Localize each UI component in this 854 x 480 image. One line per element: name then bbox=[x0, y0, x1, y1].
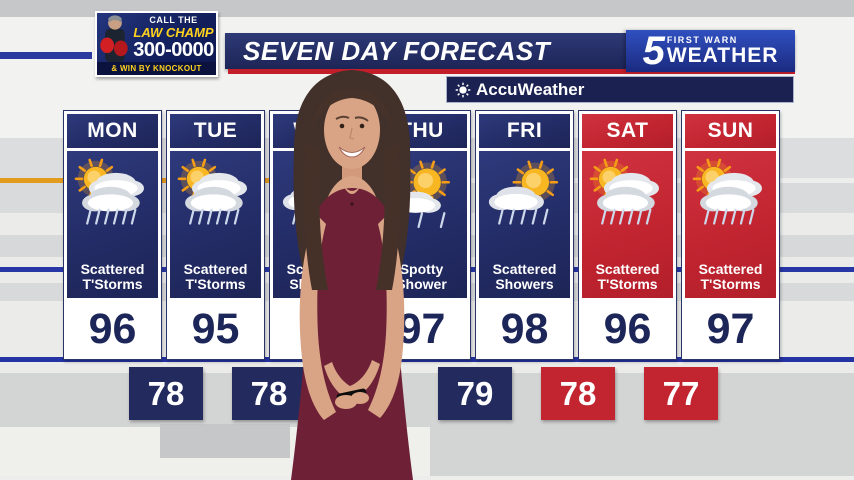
day-card-tue: TUE Scattered T'Storms 95 bbox=[166, 110, 265, 360]
forecast-panel-mon: Scattered T'Storms bbox=[67, 151, 158, 298]
ad-line-call-the: CALL THE bbox=[149, 14, 198, 25]
day-label: SUN bbox=[685, 114, 776, 148]
day-card-mon: MON Scattered T'Storms 96 bbox=[63, 110, 162, 360]
condition-label: Scattered T'Storms bbox=[183, 260, 248, 292]
studio-desk-block bbox=[160, 424, 290, 458]
sun-icon bbox=[455, 82, 471, 97]
condition-label: Scattered Showers bbox=[492, 260, 557, 292]
forecast-panel-sat: Scattered T'Storms bbox=[582, 151, 673, 298]
high-temp: 96 bbox=[88, 305, 137, 353]
boxer-image bbox=[100, 15, 128, 62]
station-first-warn-label: FIRST WARN bbox=[666, 35, 738, 45]
scattered-tstorms-icon bbox=[688, 153, 774, 239]
low-temp: 78 bbox=[541, 367, 615, 420]
day-card-fri: FRI Scattered Showers 98 bbox=[475, 110, 574, 360]
day-card-sat: SAT Scattered T'Storms 96 bbox=[578, 110, 677, 360]
station-number: 5 bbox=[642, 29, 665, 73]
day-card-sun: SUN Scattered T'Storms 97 bbox=[681, 110, 780, 360]
low-temp: 79 bbox=[438, 367, 512, 420]
low-temp: 78 bbox=[232, 367, 306, 420]
high-temp: 98 bbox=[500, 305, 549, 353]
ad-tagline: & WIN BY KNOCKOUT bbox=[97, 62, 216, 75]
condition-label: Scattered T'Storms bbox=[80, 260, 145, 292]
ad-line-law-champ: LAW CHAMP bbox=[133, 24, 214, 40]
low-temp: 77 bbox=[644, 367, 718, 420]
provider-name: AccuWeather bbox=[476, 79, 585, 99]
high-temp: 96 bbox=[603, 305, 652, 353]
high-temp: 97 bbox=[397, 305, 446, 353]
station-weather-label: WEATHER bbox=[666, 44, 779, 67]
weather-presenter bbox=[291, 70, 413, 480]
condition-label: Spotty Shower bbox=[396, 260, 447, 292]
high-temp: 95 bbox=[191, 305, 240, 353]
decorative-blue-stripe bbox=[0, 52, 92, 59]
high-temp: 97 bbox=[706, 305, 755, 353]
station-logo: 5 FIRST WARN WEATHER bbox=[626, 30, 795, 72]
scattered-tstorms-icon bbox=[585, 153, 671, 239]
forecast-panel-sun: Scattered T'Storms bbox=[685, 151, 776, 298]
forecast-panel-fri: Scattered Showers bbox=[479, 151, 570, 298]
ad-phone-number: 300-0000 bbox=[133, 38, 214, 61]
scattered-showers-icon bbox=[482, 153, 568, 239]
low-temp: 78 bbox=[129, 367, 203, 420]
day-label: TUE bbox=[170, 114, 261, 148]
day-label: FRI bbox=[479, 114, 570, 148]
page-title: SEVEN DAY FORECAST bbox=[243, 35, 551, 66]
day-label: SAT bbox=[582, 114, 673, 148]
forecast-panel-tue: Scattered T'Storms bbox=[170, 151, 261, 298]
scattered-tstorms-icon bbox=[173, 153, 259, 239]
day-label: MON bbox=[67, 114, 158, 148]
condition-label: Scattered T'Storms bbox=[698, 260, 763, 292]
banner-red-underline bbox=[228, 69, 795, 74]
accuweather-bar: AccuWeather bbox=[446, 76, 794, 103]
scattered-tstorms-icon bbox=[70, 153, 156, 239]
law-champ-ad: CALL THE LAW CHAMP 300-0000 & WIN BY KNO… bbox=[95, 11, 218, 77]
spotty-shower-icon bbox=[379, 153, 465, 239]
condition-label: Scattered T'Storms bbox=[595, 260, 660, 292]
